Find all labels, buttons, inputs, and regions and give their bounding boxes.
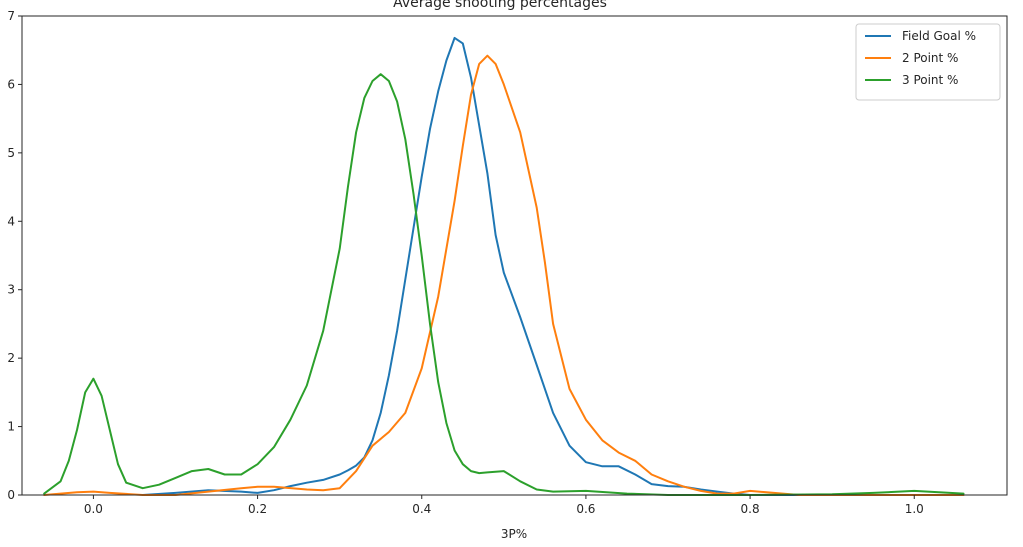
series-line-2 <box>43 54 965 496</box>
x-tick-label: 0.2 <box>248 502 267 516</box>
legend: Field Goal % 2 Point % 3 Point % <box>855 23 1001 101</box>
x-tick-label: 0.0 <box>84 502 103 516</box>
y-tick-label: 4 <box>7 214 15 228</box>
x-tick-label: 1.0 <box>905 502 924 516</box>
legend-label: 2 Point % <box>902 51 958 65</box>
chart-title: Average shooting percentages <box>393 0 607 11</box>
series-line-1 <box>141 36 965 496</box>
y-tick-label: 7 <box>7 9 15 23</box>
y-tick-label: 2 <box>7 351 15 365</box>
y-tick-label: 6 <box>7 77 15 91</box>
x-tick-label: 0.8 <box>741 502 760 516</box>
x-axis-label: 3P% <box>501 527 527 541</box>
legend-label: 3 Point % <box>902 73 958 87</box>
x-axis: 0.0 0.2 0.4 0.6 0.8 1.0 <box>84 495 924 516</box>
y-tick-label: 3 <box>7 283 15 297</box>
x-tick-label: 0.6 <box>576 502 595 516</box>
legend-label: Field Goal % <box>902 29 976 43</box>
y-tick-label: 1 <box>7 420 15 434</box>
x-tick-label: 0.4 <box>412 502 431 516</box>
legend-box <box>855 23 1001 101</box>
y-tick-label: 0 <box>7 488 15 502</box>
series-line-3 <box>43 73 965 496</box>
y-tick-label: 5 <box>7 146 15 160</box>
y-axis: 0 1 2 3 4 5 6 7 <box>7 9 22 502</box>
plot-frame <box>21 15 1008 496</box>
plot-area <box>21 15 1008 496</box>
